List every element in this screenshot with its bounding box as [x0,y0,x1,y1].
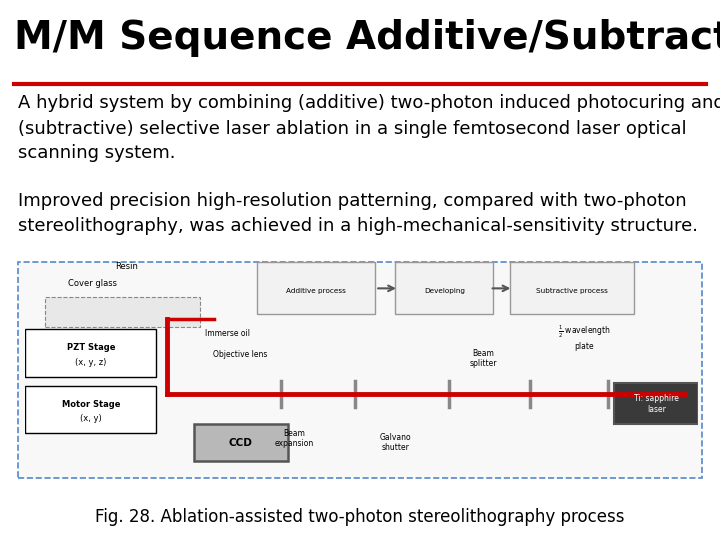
Text: Beam
expansion: Beam expansion [275,429,314,448]
Text: Fig. 28. Ablation-assisted two-photon stereolithography process: Fig. 28. Ablation-assisted two-photon st… [95,508,625,525]
FancyBboxPatch shape [25,329,156,377]
FancyBboxPatch shape [25,386,156,433]
FancyBboxPatch shape [395,262,493,314]
FancyBboxPatch shape [258,262,375,314]
FancyBboxPatch shape [614,383,698,424]
Text: M/M Sequence Additive/Subtractive: M/M Sequence Additive/Subtractive [14,19,720,57]
Text: Objective lens: Objective lens [213,350,268,360]
Text: (x, y, z): (x, y, z) [75,358,107,367]
Text: Ti: sapphire
laser: Ti: sapphire laser [634,394,679,414]
FancyBboxPatch shape [510,262,634,314]
Text: Cover glass: Cover glass [68,279,117,288]
FancyBboxPatch shape [194,424,288,461]
Text: Improved precision high-resolution patterning, compared with two-photon
stereoli: Improved precision high-resolution patte… [18,192,698,235]
Text: Beam
splitter: Beam splitter [469,349,497,368]
Text: Subtractive process: Subtractive process [536,287,608,294]
Text: PZT Stage: PZT Stage [66,343,115,353]
Text: Galvano
shutter: Galvano shutter [379,433,411,453]
Text: (x, y): (x, y) [80,414,102,423]
Text: Resin: Resin [114,262,138,271]
Text: $\frac{1}{2}$ wavelength
plate: $\frac{1}{2}$ wavelength plate [558,324,611,351]
FancyBboxPatch shape [45,297,200,327]
Text: CCD: CCD [229,438,253,448]
Text: A hybrid system by combining (additive) two-photon induced photocuring and
(subt: A hybrid system by combining (additive) … [18,94,720,163]
Text: Developing: Developing [424,287,465,294]
Text: Additive process: Additive process [287,287,346,294]
Text: Motor Stage: Motor Stage [62,400,120,409]
Text: Immerse oil: Immerse oil [204,329,250,338]
FancyBboxPatch shape [18,262,702,478]
